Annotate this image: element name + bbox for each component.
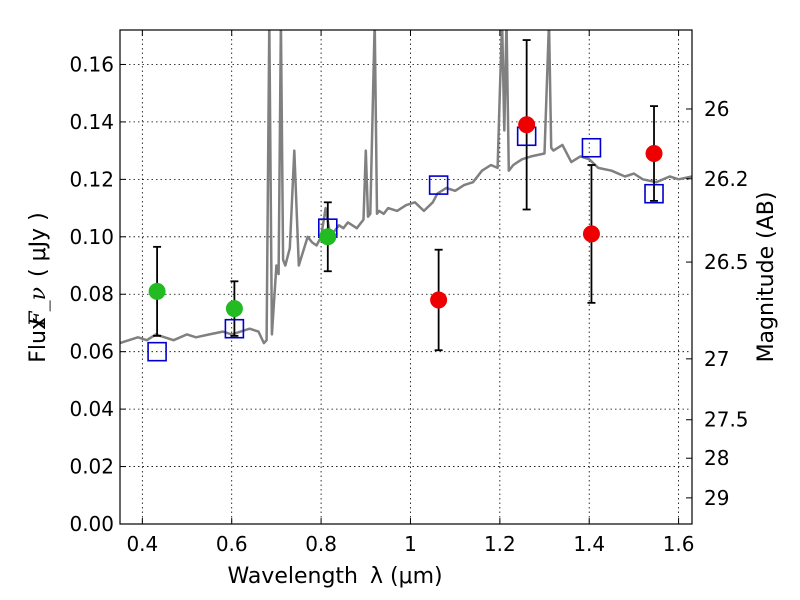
model-square-marker xyxy=(581,137,602,158)
x-tick-label: 0.4 xyxy=(126,532,158,556)
x-tick-label: 1.6 xyxy=(663,532,695,556)
spectrum-line xyxy=(120,30,692,345)
flux-point-marker xyxy=(518,116,536,134)
y-tick-label: 0.04 xyxy=(69,397,114,421)
x-axis-symbol: λ (μm) xyxy=(370,564,443,589)
y2-axis-label: Magnitude (AB) xyxy=(754,192,779,363)
y-axis-symbol: F_ν xyxy=(26,287,51,328)
flux-point-marker xyxy=(430,291,448,309)
y-tick-label: 0.14 xyxy=(69,110,114,134)
model-square-marker xyxy=(224,318,245,339)
tick-labels: 0.4 0.6 0.8 1 1.2 1.4 1.6 0.00 0.02 0.04 0.06 0.08 0… xyxy=(69,52,748,556)
x-tick-label: 0.6 xyxy=(216,532,248,556)
y2-tick-label: 29 xyxy=(704,486,729,510)
y2-tick-label: 27.5 xyxy=(704,408,749,432)
x-tick-label: 1.4 xyxy=(573,532,605,556)
y-tick-label: 0.06 xyxy=(69,340,114,364)
y2-tick-label: 27 xyxy=(704,347,729,371)
y2-tick-label: 28 xyxy=(704,446,729,470)
y-axis-title: Flux F_ν ( μJy ) xyxy=(26,212,51,362)
y2-tick-label: 26.2 xyxy=(704,167,749,191)
plot-frame xyxy=(119,29,693,525)
x-tick-label: 0.8 xyxy=(305,532,337,556)
markers xyxy=(147,116,664,362)
y2-tick-label: 26 xyxy=(704,97,729,121)
x-tick-label: 1 xyxy=(404,532,417,556)
y2-tick-label: 26.5 xyxy=(704,250,749,274)
x-tick-label: 1.2 xyxy=(484,532,516,556)
flux-point-marker xyxy=(582,225,600,243)
plot-area xyxy=(120,30,692,345)
model-square-marker xyxy=(644,183,664,204)
y-tick-label: 0.16 xyxy=(69,52,114,76)
flux-point-marker xyxy=(645,145,663,162)
model-square-marker xyxy=(428,175,449,195)
y-tick-label: 0.10 xyxy=(69,225,114,249)
flux-point-marker xyxy=(319,228,337,246)
flux-point-marker xyxy=(148,282,166,300)
flux-point-marker xyxy=(225,300,243,318)
y-tick-label: 0.08 xyxy=(69,282,114,306)
y-axis-label: Flux xyxy=(26,317,51,363)
y-tick-label: 0.12 xyxy=(69,167,114,191)
ticks xyxy=(120,30,692,525)
x-axis-label: Wavelength xyxy=(227,564,358,589)
y-tick-label: 0.02 xyxy=(69,455,114,479)
model-square-marker xyxy=(147,341,167,362)
y-axis-unit: ( μJy ) xyxy=(26,212,51,277)
y-tick-label: 0.00 xyxy=(69,512,114,536)
